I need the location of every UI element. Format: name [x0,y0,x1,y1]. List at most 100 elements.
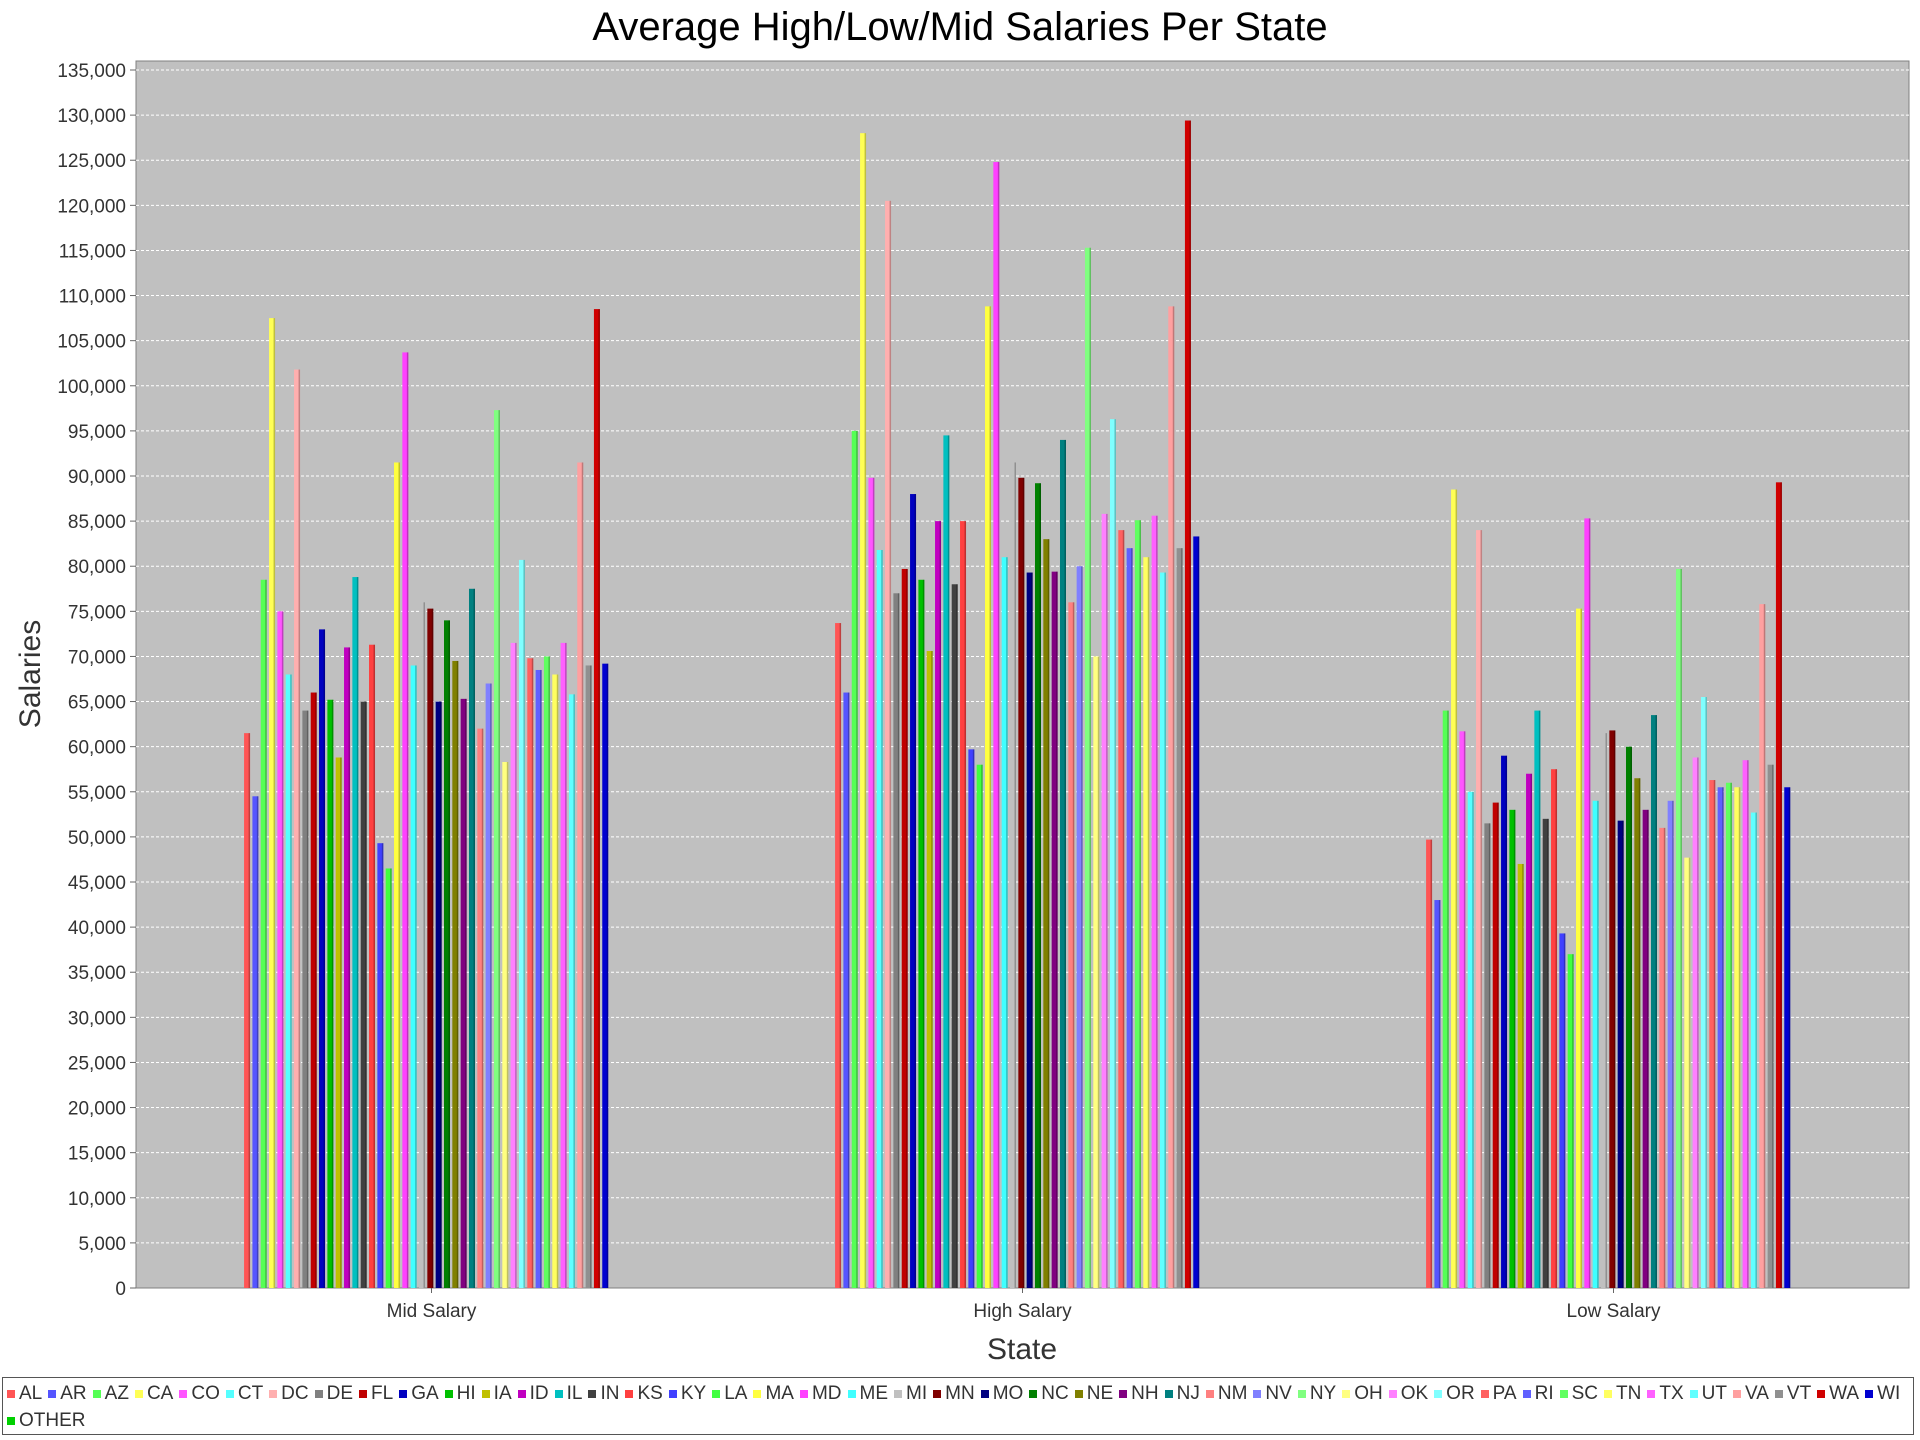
y-tick-label: 25,000 [68,1053,126,1074]
bar-NE-2 [1634,778,1641,1288]
bar-CA-0 [269,318,276,1288]
bar-shade-VT-1 [1181,548,1183,1288]
legend-label: ID [529,1382,549,1404]
y-tick-label: 30,000 [68,1008,126,1029]
legend-swatch [933,1389,942,1398]
legend-item-ca: CA [134,1380,173,1407]
bar-shade-IL-1 [947,435,950,1288]
bar-AZ-0 [260,579,267,1288]
y-tick-label: 85,000 [68,512,126,533]
legend-label: WA [1829,1382,1860,1404]
bar-shade-IA-1 [931,651,933,1288]
bar-shade-DE-1 [897,593,900,1288]
bar-NJ-1 [1059,439,1066,1288]
bar-shade-NE-0 [456,660,459,1288]
bar-IL-1 [943,435,950,1288]
bar-NV-0 [485,683,492,1288]
bar-shade-WA-2 [1780,482,1782,1288]
bar-shade-MO-2 [1622,820,1624,1288]
bar-FL-0 [310,692,317,1288]
legend-item-nv: NV [1253,1380,1292,1407]
bar-shade-NY-1 [1089,247,1091,1289]
bar-GA-2 [1501,755,1508,1288]
bar-AR-2 [1434,900,1441,1288]
legend-item-ut: UT [1689,1380,1727,1407]
legend-label: KS [637,1382,663,1404]
bar-WA-1 [1184,120,1191,1288]
bar-PA-2 [1709,780,1716,1288]
bar-shade-HI-0 [331,699,334,1288]
bar-shade-CT-0 [290,674,292,1288]
legend-swatch [399,1389,408,1398]
legend-swatch [1732,1389,1741,1398]
bar-shade-NJ-1 [1064,439,1066,1288]
bar-shade-NY-2 [1680,568,1682,1288]
y-axis-ticks: 0 5,000 10,000 15,000 20,000 25,000 30,000 35,0… [57,61,136,1300]
bar-NJ-2 [1650,715,1657,1288]
bar-shade-NM-1 [1072,602,1075,1288]
bar-shade-OK-2 [1697,757,1699,1288]
bar-shade-IN-0 [365,701,367,1288]
legend-swatch [980,1389,989,1398]
legend-label: TN [1616,1382,1642,1404]
bar-shade-CT-2 [1472,791,1474,1288]
bar-shade-MI-0 [423,602,425,1288]
y-tick-label: 120,000 [57,196,126,217]
bar-LA-2 [1567,954,1574,1288]
legend-label: AZ [104,1382,129,1404]
chart-title: Average High/Low/Mid Salaries Per State [592,5,1327,49]
bar-shade-PA-0 [531,658,534,1288]
bar-LA-1 [976,764,983,1288]
legend-item-la: LA [712,1380,747,1407]
bar-shade-IL-2 [1538,710,1541,1288]
bar-shade-SC-0 [548,656,550,1288]
legend-swatch [179,1389,188,1398]
bar-shade-VA-2 [1763,604,1766,1288]
bar-OH-2 [1684,857,1691,1288]
bar-shade-TX-0 [565,642,567,1288]
bar-AZ-1 [851,430,858,1288]
legend-item-al: AL [7,1380,42,1407]
bar-RI-2 [1717,787,1724,1288]
bar-shade-FL-2 [1497,802,1499,1288]
legend-swatch [444,1389,453,1398]
bar-MI-2 [1601,733,1608,1288]
bar-OK-0 [510,642,517,1288]
bar-shade-FL-1 [906,568,908,1288]
bar-shade-DC-1 [889,200,892,1288]
bar-NC-0 [444,620,450,1288]
legend-label: AL [19,1382,43,1404]
legend-swatch [588,1389,597,1398]
bar-shade-MD-2 [1588,518,1591,1288]
bar-shade-VA-1 [1172,306,1175,1288]
bar-FL-1 [901,568,908,1288]
bar-shade-ID-1 [939,521,942,1288]
y-tick-label: 125,000 [57,151,126,172]
legend-swatch [269,1389,278,1398]
bar-ID-1 [935,521,942,1288]
bar-TN-0 [552,674,559,1288]
legend-label: NC [1041,1382,1069,1404]
bar-UT-1 [1159,572,1166,1288]
bar-DC-0 [294,369,301,1288]
bar-shade-MD-1 [997,162,1000,1288]
bar-shade-WI-1 [1197,536,1200,1288]
bar-shade-AL-2 [1430,839,1433,1288]
bar-shade-DC-2 [1480,530,1483,1288]
bar-NH-2 [1642,809,1649,1288]
bar-shade-TX-1 [1156,515,1158,1288]
bar-UT-2 [1750,812,1757,1288]
bar-shade-TN-2 [1738,787,1741,1288]
legend-swatch [7,1389,15,1398]
bar-OH-0 [502,762,509,1288]
bar-shade-MI-2 [1605,733,1608,1288]
bar-shade-WA-0 [598,309,600,1289]
bar-MN-0 [427,608,434,1288]
legend-label: MO [992,1382,1024,1404]
bar-shade-NH-0 [465,698,467,1288]
legend-swatch [517,1389,526,1398]
bar-NY-1 [1084,247,1091,1289]
bar-shade-SC-1 [1139,520,1141,1288]
bar-shade-OR-1 [1114,419,1116,1288]
bar-FL-2 [1492,802,1499,1288]
